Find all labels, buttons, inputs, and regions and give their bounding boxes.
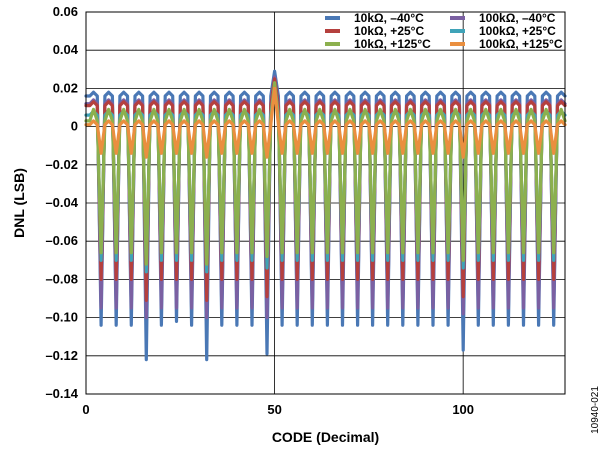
y-tick-label: 0.06	[53, 4, 78, 19]
legend-label: 10kΩ, +125°C	[354, 37, 431, 51]
plot-frame	[85, 11, 566, 395]
series-line-6	[84, 86, 567, 159]
x-tick-label: 100	[452, 402, 474, 417]
x-tick-labels: 0 50 100	[82, 402, 474, 417]
y-tick-labels: –0.14 –0.12 –0.10 –0.08 –0.06 –0.04 –0.02 0 0.02…	[45, 4, 78, 401]
legend-label: 100kΩ, +25°C	[479, 24, 556, 38]
x-axis-title: CODE (Decimal)	[272, 429, 379, 445]
y-tick-label: 0.02	[53, 80, 78, 95]
legend-label: 100kΩ, –40°C	[479, 11, 556, 25]
y-tick-label: –0.02	[45, 157, 78, 172]
series-line-5	[84, 81, 567, 266]
x-tick-label: 50	[267, 402, 281, 417]
legend-label: 100kΩ, +125°C	[479, 37, 563, 51]
y-tick-label: –0.14	[45, 386, 78, 401]
series-layer	[84, 69, 567, 362]
y-tick-label: –0.12	[45, 348, 78, 363]
y-tick-label: –0.04	[45, 195, 78, 210]
y-tick-label: 0.04	[53, 42, 79, 57]
x-tick-label: 0	[82, 402, 89, 417]
y-tick-label: –0.08	[45, 271, 78, 286]
figure-id: 10940-021	[590, 386, 601, 434]
legend-label: 10kΩ, +25°C	[354, 24, 424, 38]
y-tick-label: –0.10	[45, 310, 78, 325]
legend-label: 10kΩ, –40°C	[354, 11, 424, 25]
y-tick-label: –0.06	[45, 233, 78, 248]
y-tick-label: 0	[71, 119, 78, 134]
y-axis-title: DNL (LSB)	[11, 168, 27, 238]
legend: 10kΩ, –40°C 100kΩ, –40°C 10kΩ, +25°C 100kΩ,…	[325, 11, 563, 51]
